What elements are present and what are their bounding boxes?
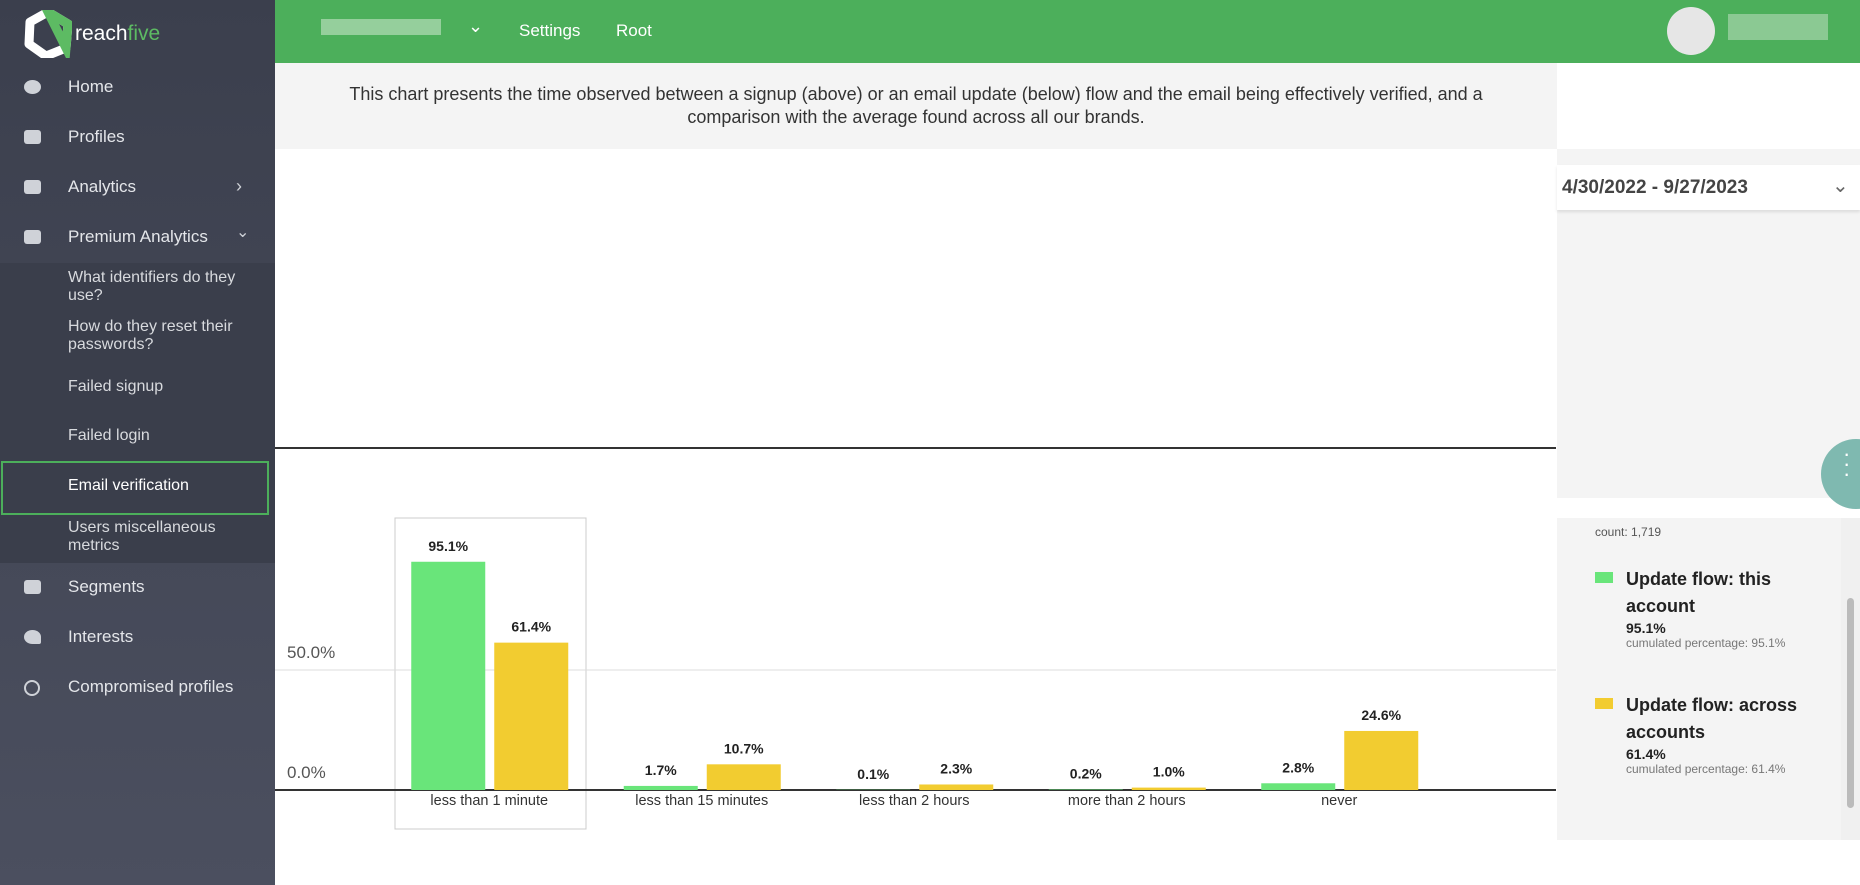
x-tick-label: less than 15 minutes [635,793,769,809]
submenu-item[interactable]: How do they reset their passwords? [68,318,233,353]
logo-icon [24,10,72,58]
value-label: 0.2% [1070,766,1102,782]
legend-value: 61.4% [1626,746,1666,762]
legend-panel: count: 1,719 [1557,518,1841,840]
legend-value: 95.1% [1626,620,1666,636]
menu-item[interactable]: Segments [68,577,145,596]
chevron: ⌄ [1832,175,1849,197]
bar [623,785,698,790]
description: This chart presents the time observed be… [275,63,1557,149]
menu-item[interactable]: Premium Analytics [68,227,208,246]
logo-part: reach [75,22,128,45]
bar [1131,787,1206,790]
legend-name: Update flow: across accounts [1626,695,1798,742]
icon [24,180,41,194]
submenu-item[interactable]: Failed signup [68,378,164,395]
x-tick-label: less than 1 minute [430,793,549,809]
date-picker[interactable]: 4/30/2022 - 9/27/2023 ⌄ [1557,165,1860,210]
active-highlight [1,461,269,515]
legend-swatch [1595,572,1613,583]
menu-item[interactable]: Analytics [68,177,137,196]
y-tick-label: 50.0% [287,643,335,662]
scrollbar [1841,518,1860,840]
icon [24,580,41,594]
x-tick-label: never [1321,793,1358,809]
value-label: 24.6% [1361,707,1401,723]
x-tick-label: less than 2 hours [859,793,970,809]
menu-item[interactable]: Interests [68,627,134,646]
top-link[interactable]: Settings [519,21,581,40]
value-label: 1.0% [1153,764,1185,780]
legend-name: Update flow: this account [1626,569,1771,616]
date-range: 4/30/2022 - 9/27/2023 [1562,177,1748,198]
logo-text: reachfive [75,22,160,46]
icon [24,680,40,696]
legend-cumulated: cumulated percentage: 95.1% [1626,636,1786,650]
value-label: 95.1% [428,538,468,554]
menu-item[interactable]: Home [68,77,114,96]
value-label: 2.8% [1282,759,1314,775]
icon [24,230,41,244]
value-label: 61.4% [511,619,551,635]
bar [411,561,486,790]
submenu-item[interactable]: What identifiers do they use? [68,269,236,304]
blurred-user [1728,14,1828,40]
legend-cumulated: cumulated percentage: 61.4% [1626,762,1786,776]
menu-item[interactable]: Compromised profiles [68,677,234,696]
submenu-item[interactable]: Users miscellaneous metrics [68,519,216,554]
y-tick-label: 0.0% [287,763,326,782]
icon [24,80,41,94]
icon [24,630,41,644]
menu-item[interactable]: Profiles [68,127,125,146]
blurred-account [321,19,441,35]
bar [1261,783,1336,790]
topbar: ⌄ Settings Root [275,0,1860,63]
submenu-item[interactable]: Email verification [68,477,189,494]
avatar[interactable] [1667,7,1715,55]
value-label: 10.7% [724,740,764,756]
hover-box [394,517,587,830]
chevron: › [236,176,242,196]
icon [24,130,41,144]
value-label: 0.1% [857,766,889,782]
submenu-item[interactable]: Failed login [68,427,150,444]
x-tick-label: more than 2 hours [1067,793,1186,809]
description-text: This chart presents the time observed be… [349,84,1483,127]
legend-swatch [1595,698,1613,709]
sidebar: reachfive Home Profiles Analytics › Prem… [0,0,275,885]
chevron: ⌄ [236,224,250,241]
dropdown[interactable]: ⌄ [468,16,484,36]
legend-count: count: 1,719 [1595,525,1662,539]
bar [919,784,994,790]
logo-part: five [127,22,161,45]
bar [494,642,569,790]
bar [1344,730,1419,790]
top-link[interactable]: Root [616,21,652,40]
value-label: 1.7% [645,762,677,778]
value-label: 2.3% [940,760,972,776]
bar [706,764,781,790]
